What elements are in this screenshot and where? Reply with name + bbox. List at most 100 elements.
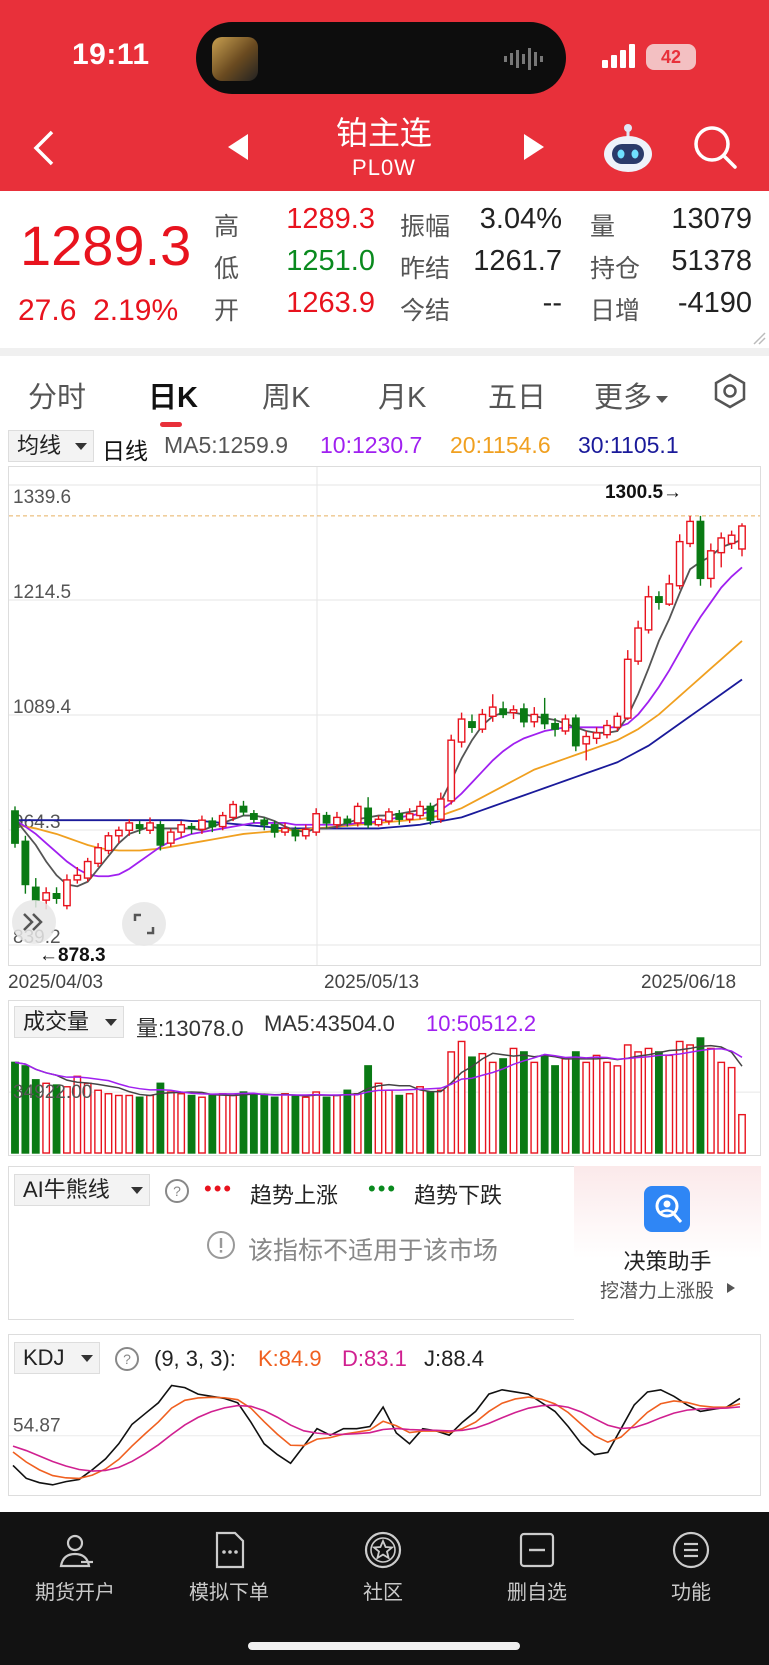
- help-icon[interactable]: ?: [114, 1346, 140, 1372]
- volume-bar: [260, 1094, 269, 1154]
- candle: [208, 817, 217, 833]
- candle: [509, 705, 518, 720]
- volume-chart[interactable]: 34922.00: [9, 1001, 760, 1155]
- corner-indicator-icon: [753, 332, 766, 345]
- candle: [457, 712, 466, 748]
- candle: [613, 712, 622, 731]
- candle: [634, 620, 643, 665]
- tab-0[interactable]: 分时: [28, 374, 86, 416]
- expand-left-button[interactable]: [12, 900, 56, 944]
- up-legend-dots: •••: [204, 1176, 234, 1201]
- tab-label: 五日: [488, 382, 547, 414]
- decision-helper-card[interactable]: 决策助手 挖潜力上涨股: [574, 1166, 761, 1320]
- tab-label: 分时: [28, 382, 87, 414]
- svg-text:?: ?: [123, 1351, 131, 1367]
- candle: [436, 792, 445, 823]
- cell-signal-icon: [602, 44, 635, 68]
- volume-bar: [21, 1065, 30, 1154]
- previous-contract-icon[interactable]: [226, 132, 250, 162]
- volume-bar: [530, 1061, 539, 1154]
- next-contract-icon[interactable]: [522, 132, 546, 162]
- info-icon: [207, 1231, 235, 1259]
- tab-5[interactable]: 更多: [594, 374, 669, 416]
- kline-chart-panel[interactable]: 1339.61214.51089.4964.3839.21300.5→←878.…: [8, 466, 761, 966]
- tab-1[interactable]: 日K: [148, 374, 198, 416]
- tab-3[interactable]: 月K: [378, 374, 426, 416]
- candle: [239, 800, 248, 816]
- volume-bar: [706, 1047, 715, 1154]
- nav-item-4[interactable]: 功能: [626, 1530, 756, 1605]
- help-icon[interactable]: ?: [164, 1178, 190, 1204]
- volume-indicator-dropdown[interactable]: 成交量: [14, 1006, 124, 1038]
- ma10-value: 10:1230.7: [320, 432, 423, 458]
- down-legend-dots: •••: [368, 1176, 398, 1201]
- minus-box-icon: [519, 1532, 555, 1568]
- volume-bar: [301, 1096, 310, 1154]
- battery-indicator: 42: [646, 44, 696, 70]
- caret-right-icon: [727, 1283, 735, 1293]
- bottom-navigation: 期货开户 模拟下单 社区 删自选 功能: [0, 1512, 769, 1665]
- candle: [540, 697, 549, 730]
- volume-bar: [353, 1093, 362, 1154]
- candle: [696, 515, 705, 586]
- candle: [384, 808, 393, 825]
- candle: [333, 811, 341, 829]
- search-icon[interactable]: [692, 124, 738, 170]
- volume-bar: [177, 1093, 186, 1154]
- up-legend-label: 趋势上涨: [250, 1183, 339, 1208]
- candle: [738, 523, 746, 557]
- volume-bar: [114, 1094, 123, 1154]
- fullscreen-button[interactable]: [122, 902, 166, 946]
- chart-settings-icon[interactable]: [712, 373, 748, 409]
- candle: [198, 815, 206, 834]
- volume-bar: [218, 1093, 227, 1154]
- kline-chart[interactable]: 1339.61214.51089.4964.3839.21300.5→←878.…: [9, 467, 760, 966]
- tab-label: 周K: [262, 382, 311, 414]
- candle: [73, 867, 82, 884]
- nav-item-0[interactable]: 期货开户: [10, 1530, 140, 1605]
- volume-bar: [156, 1082, 165, 1154]
- quote-value: -4190: [677, 287, 752, 319]
- quote-value: 3.04%: [479, 203, 562, 235]
- candle: [416, 800, 424, 820]
- kdj-dropdown-label: KDJ: [23, 1345, 65, 1370]
- kdj-panel[interactable]: 54.87: [8, 1334, 761, 1496]
- candle: [706, 543, 715, 588]
- nav-label: 社区: [363, 1582, 403, 1604]
- kdj-indicator-dropdown[interactable]: KDJ: [14, 1342, 100, 1374]
- candle: [187, 822, 196, 834]
- nav-item-1[interactable]: 模拟下单: [164, 1530, 294, 1605]
- ma-indicator-dropdown[interactable]: 均线: [8, 430, 94, 462]
- kdj-chart[interactable]: 54.87: [9, 1335, 760, 1495]
- nav-item-3[interactable]: 删自选: [472, 1530, 602, 1605]
- tab-2[interactable]: 周K: [262, 374, 310, 416]
- quote-value: 1289.3: [286, 203, 375, 235]
- ai-indicator-dropdown[interactable]: AI牛熊线: [14, 1174, 150, 1206]
- volume-bar: [42, 1082, 51, 1154]
- back-arrow-icon[interactable]: [30, 128, 60, 168]
- svg-text:?: ?: [173, 1183, 181, 1199]
- volume-bar: [384, 1089, 393, 1154]
- change-percent: 2.19%: [93, 294, 179, 327]
- ma20-value: 20:1154.6: [450, 432, 551, 458]
- ai-robot-icon[interactable]: [600, 122, 656, 174]
- quote-value: --: [542, 287, 562, 319]
- nav-item-2[interactable]: 社区: [318, 1530, 448, 1605]
- tab-4[interactable]: 五日: [488, 374, 546, 416]
- volume-bar: [468, 1056, 476, 1154]
- nav-label: 模拟下单: [189, 1582, 269, 1604]
- audio-wave-icon: [504, 48, 543, 70]
- volume-bar: [198, 1096, 206, 1154]
- quote-label: 日增: [590, 297, 641, 325]
- candle: [405, 808, 414, 823]
- candle: [291, 826, 300, 842]
- volume-bar: [499, 1058, 508, 1154]
- volume-bar: [208, 1094, 217, 1154]
- candle: [156, 821, 165, 851]
- candle: [395, 810, 404, 825]
- candle: [623, 650, 632, 720]
- volume-bar: [717, 1061, 726, 1154]
- period-tabs: 分时 日K 周K 月K 五日 更多: [0, 356, 769, 427]
- volume-panel[interactable]: 34922.00: [8, 1000, 761, 1156]
- candle: [675, 534, 684, 590]
